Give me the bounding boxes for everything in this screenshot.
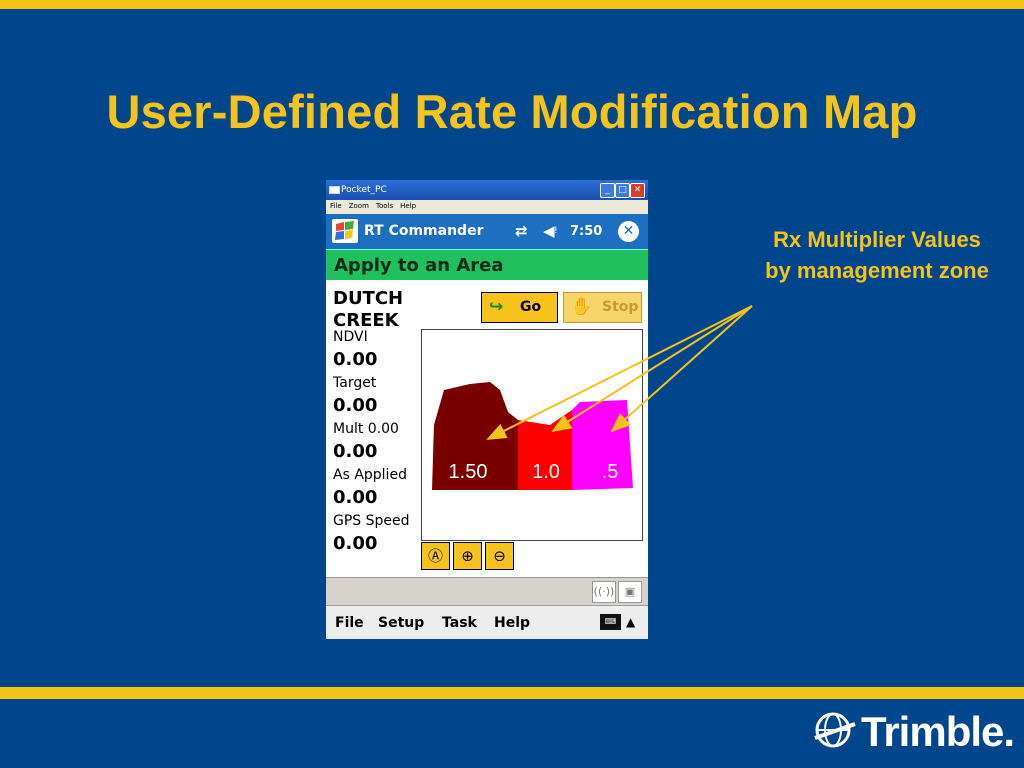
- bottom-menu-setup[interactable]: Setup: [378, 615, 425, 631]
- sync-icon[interactable]: ⇄: [515, 222, 528, 240]
- readouts-panel: NDVI 0.00 Target 0.00 Mult 0.00 0.00 As …: [333, 327, 423, 557]
- zoom-extent-icon[interactable]: Ⓐ: [421, 542, 450, 570]
- status-strip: ((·)) ▣: [326, 577, 648, 605]
- go-button[interactable]: ↪ Go: [481, 292, 558, 323]
- field-name-line-1: DUTCH: [333, 288, 404, 309]
- stop-button[interactable]: ✋ Stop: [563, 292, 642, 323]
- zone-1-label: 1.50: [449, 461, 488, 483]
- trimble-logo: Trimble.: [813, 706, 1015, 756]
- gps-speed-label: GPS Speed: [333, 513, 410, 529]
- sip-arrow-icon[interactable]: ▲: [626, 615, 636, 629]
- trimble-wordmark: Trimble.: [861, 708, 1015, 755]
- ndvi-value: 0.00: [333, 349, 378, 370]
- menu-help[interactable]: Help: [400, 202, 417, 210]
- zoom-in-icon[interactable]: ⊕: [453, 542, 482, 570]
- bottom-menu-bar: File Setup Task Help ⌨ ▲: [326, 605, 648, 639]
- field-name: DUTCH CREEK: [333, 288, 453, 328]
- ndvi-label: NDVI: [333, 329, 368, 345]
- trimble-globe-icon: [814, 712, 856, 748]
- bottom-menu-help[interactable]: Help: [494, 615, 531, 631]
- go-arrow-icon: ↪: [489, 297, 504, 317]
- field-map[interactable]: 1.50 1.0 .5: [421, 329, 643, 541]
- keyboard-icon[interactable]: ⌨: [600, 614, 621, 630]
- window-menu-bar: File Zoom Tools Help: [326, 200, 648, 214]
- target-label: Target: [333, 375, 377, 391]
- callout-line-1: Rx Multiplier Values: [773, 227, 981, 252]
- menu-tools[interactable]: Tools: [375, 202, 394, 210]
- window-titlebar: Pocket_PC _ □ ✕: [326, 180, 648, 200]
- clock[interactable]: 7:50: [570, 224, 603, 239]
- menu-zoom[interactable]: Zoom: [348, 202, 369, 210]
- window-close-button[interactable]: ✕: [630, 183, 645, 198]
- slide-title: User-Defined Rate Modification Map: [106, 85, 918, 138]
- header-bar: Apply to an Area: [326, 249, 648, 280]
- gps-speed-value: 0.00: [333, 533, 378, 554]
- go-label: Go: [520, 299, 542, 315]
- menu-file[interactable]: File: [330, 202, 342, 210]
- mult-label: Mult 0.00: [333, 421, 399, 437]
- zone-3-label: .5: [602, 461, 619, 483]
- minimize-button[interactable]: _: [600, 183, 615, 198]
- stop-hand-icon: ✋: [571, 297, 593, 317]
- callout-text: Rx Multiplier Values by management zone: [736, 224, 1018, 286]
- window-icon: [329, 186, 340, 194]
- stop-label: Stop: [602, 299, 639, 315]
- screen-title: Apply to an Area: [334, 255, 504, 276]
- target-value: 0.00: [333, 395, 378, 416]
- callout-line-2: by management zone: [765, 258, 989, 283]
- pocket-pc-window: Pocket_PC _ □ ✕ File Zoom Tools Help RT Com…: [326, 180, 648, 639]
- as-applied-value: 0.00: [333, 487, 378, 508]
- mult-value: 0.00: [333, 441, 378, 462]
- field-map-canvas: 1.50 1.0 .5: [432, 382, 633, 490]
- bottom-menu-task[interactable]: Task: [442, 615, 477, 631]
- window-title: Pocket_PC: [341, 185, 387, 195]
- zoom-out-icon[interactable]: ⊖: [485, 542, 514, 570]
- bottom-accent-bar: [0, 687, 1024, 699]
- app-title: RT Commander: [364, 223, 484, 239]
- as-applied-label: As Applied: [333, 467, 407, 483]
- start-flag-icon[interactable]: [332, 219, 358, 243]
- bottom-menu-file[interactable]: File: [335, 615, 364, 631]
- zone-2-label: 1.0: [532, 461, 560, 483]
- radio-icon[interactable]: ▣: [618, 581, 642, 603]
- app-titlebar: RT Commander ⇄ ◀ᵎ 7:50 ✕: [326, 214, 648, 249]
- maximize-button[interactable]: □: [615, 183, 630, 198]
- top-accent-bar: [0, 0, 1024, 9]
- gps-signal-icon[interactable]: ((·)): [592, 581, 616, 603]
- close-icon[interactable]: ✕: [618, 221, 639, 242]
- field-name-line-2: CREEK: [333, 310, 399, 328]
- speaker-icon[interactable]: ◀ᵎ: [543, 222, 558, 240]
